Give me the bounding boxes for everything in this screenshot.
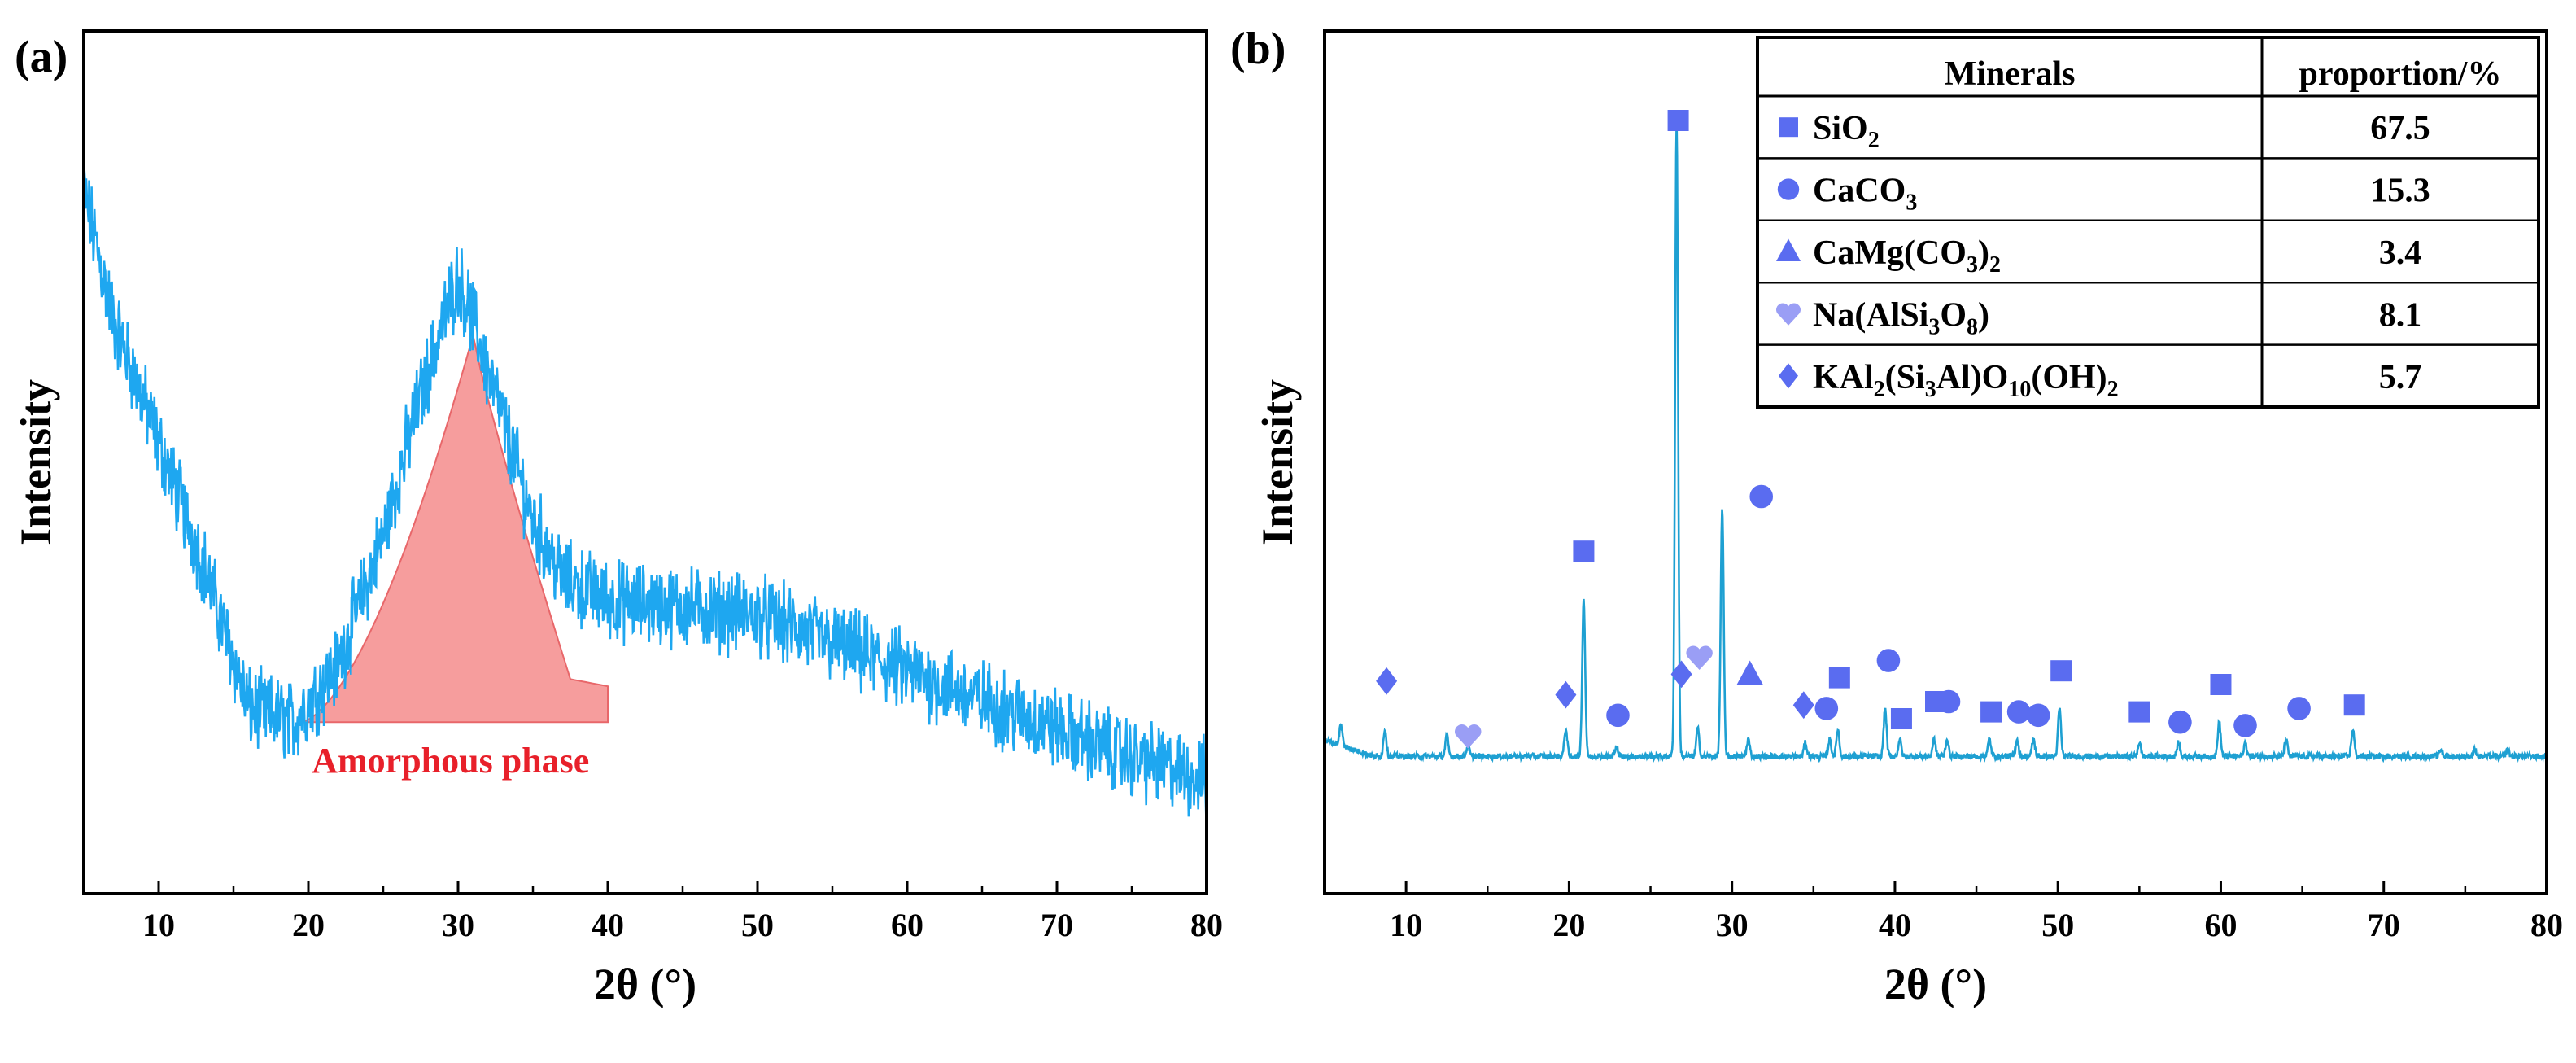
panel-a-plot-area: Amorphous phase bbox=[82, 169, 1207, 817]
peak-marker-square bbox=[1667, 110, 1689, 131]
amorphous-phase-region bbox=[300, 335, 609, 724]
panel-a: (a) Amorphous phase 10 20 30 40 50 60 70 80 2θ … bbox=[11, 29, 1223, 1008]
table-legend-heart bbox=[1776, 303, 1801, 326]
x-tick-label: 50 bbox=[741, 907, 774, 943]
peak-marker-square bbox=[1573, 540, 1595, 562]
x-tick-label: 20 bbox=[292, 907, 325, 943]
x-tick-label: 30 bbox=[1716, 907, 1749, 943]
panel-a-y-axis-title: Intensity bbox=[11, 379, 60, 545]
peak-marker-square bbox=[1980, 701, 2002, 723]
peak-marker-circle bbox=[2287, 697, 2311, 720]
table-row: SiO2 67.5 bbox=[1779, 110, 2430, 153]
peak-marker-diamond bbox=[1670, 660, 1692, 689]
table-mineral-name: SiO2 bbox=[1813, 110, 1880, 153]
panel-b-x-axis-title: 2θ (°) bbox=[1884, 960, 1987, 1008]
table-rows: SiO2 67.5 CaCO3 15.3 CaMg(CO3)2 3.4 Na(AlSi3O8… bbox=[1776, 110, 2430, 402]
x-tick-label: 50 bbox=[2041, 907, 2074, 943]
table-legend-circle bbox=[1777, 178, 1800, 200]
x-tick-label: 40 bbox=[1879, 907, 1911, 943]
panel-a-axes-frame bbox=[82, 29, 1208, 895]
x-tick-label: 10 bbox=[142, 907, 175, 943]
x-tick-label: 20 bbox=[1552, 907, 1585, 943]
peak-marker-circle bbox=[2026, 703, 2050, 728]
panel-a-xrd-trace bbox=[82, 169, 1207, 817]
table-legend-square bbox=[1779, 117, 1798, 138]
peak-marker-square bbox=[1890, 708, 1912, 729]
x-tick-label: 40 bbox=[592, 907, 624, 943]
panel-b: (b) 10 20 30 40 50 60 70 80 2θ (°) Intensity Mi… bbox=[1230, 24, 2563, 1008]
table-row: KAl2(Si3Al)O10(OH)2 5.7 bbox=[1779, 359, 2421, 402]
peak-marker-diamond bbox=[1376, 667, 1398, 695]
peak-marker-diamond bbox=[1555, 680, 1577, 709]
panel-b-y-axis-title: Intensity bbox=[1253, 379, 1302, 545]
peak-marker-circle bbox=[1936, 689, 1961, 714]
peak-marker-square bbox=[2210, 674, 2232, 695]
peak-marker-circle bbox=[2168, 710, 2192, 734]
peak-marker-square bbox=[2128, 701, 2150, 723]
table-frame bbox=[1756, 36, 2540, 409]
panel-b-xrd-trace bbox=[1324, 120, 2548, 763]
x-tick-label: 70 bbox=[1041, 907, 1073, 943]
panel-b-axes-frame bbox=[1323, 29, 2548, 895]
table-proportion-value: 67.5 bbox=[2370, 110, 2430, 147]
panel-a-x-ticks: 10 20 30 40 50 60 70 80 bbox=[82, 881, 1223, 943]
panel-a-label: (a) bbox=[15, 32, 68, 82]
x-tick-label: 10 bbox=[1390, 907, 1422, 943]
table-row: CaMg(CO3)2 3.4 bbox=[1776, 234, 2421, 278]
table-header-minerals: Minerals bbox=[1945, 55, 2076, 93]
panel-b-label: (b) bbox=[1230, 24, 1286, 74]
x-tick-label: 30 bbox=[442, 907, 474, 943]
peak-marker-circle bbox=[1606, 703, 1630, 728]
table-mineral-name: CaMg(CO3)2 bbox=[1813, 234, 2001, 278]
table-proportion-value: 15.3 bbox=[2370, 173, 2430, 210]
peak-marker-circle bbox=[2233, 714, 2257, 737]
table-proportion-value: 3.4 bbox=[2379, 234, 2422, 272]
table-row: Na(AlSi3O8) 8.1 bbox=[1776, 296, 2421, 339]
table-legend-diamond bbox=[1779, 363, 1798, 389]
peak-marker-square bbox=[2343, 694, 2365, 716]
peak-marker-square bbox=[2050, 660, 2072, 682]
panel-b-x-ticks: 10 20 30 40 50 60 70 80 bbox=[1323, 881, 2563, 943]
x-tick-label: 60 bbox=[891, 907, 923, 943]
panel-b-plot-area bbox=[1324, 110, 2548, 763]
panel-a-x-axis-title: 2θ (°) bbox=[594, 960, 696, 1008]
x-tick-label: 70 bbox=[2368, 907, 2400, 943]
table-proportion-value: 8.1 bbox=[2379, 296, 2422, 334]
peak-marker-heart bbox=[1455, 724, 1482, 749]
amorphous-phase-label: Amorphous phase bbox=[312, 741, 589, 781]
peak-marker-triangle bbox=[1736, 660, 1763, 685]
x-tick-label: 60 bbox=[2204, 907, 2237, 943]
x-tick-label: 80 bbox=[2530, 907, 2563, 943]
table-row-dividers bbox=[1757, 94, 2539, 346]
table-proportion-value: 5.7 bbox=[2379, 359, 2422, 396]
table-header-proportion: proportion/% bbox=[2299, 55, 2502, 93]
table-mineral-name: CaCO3 bbox=[1813, 173, 1917, 216]
peak-marker-circle bbox=[1876, 649, 1901, 672]
table-row: CaCO3 15.3 bbox=[1777, 173, 2430, 216]
peak-marker-circle bbox=[1749, 484, 1774, 509]
table-mineral-name: Na(AlSi3O8) bbox=[1813, 296, 1989, 339]
peak-marker-square bbox=[1828, 667, 1850, 689]
peak-marker-circle bbox=[1814, 697, 1839, 720]
peak-marker-heart bbox=[1686, 645, 1713, 670]
table-mineral-name: KAl2(Si3Al)O10(OH)2 bbox=[1813, 359, 2119, 402]
peak-marker-diamond bbox=[1792, 691, 1814, 720]
x-tick-label: 80 bbox=[1190, 907, 1223, 943]
peak-marker-circle bbox=[2006, 700, 2031, 724]
table-legend-triangle bbox=[1776, 238, 1801, 261]
